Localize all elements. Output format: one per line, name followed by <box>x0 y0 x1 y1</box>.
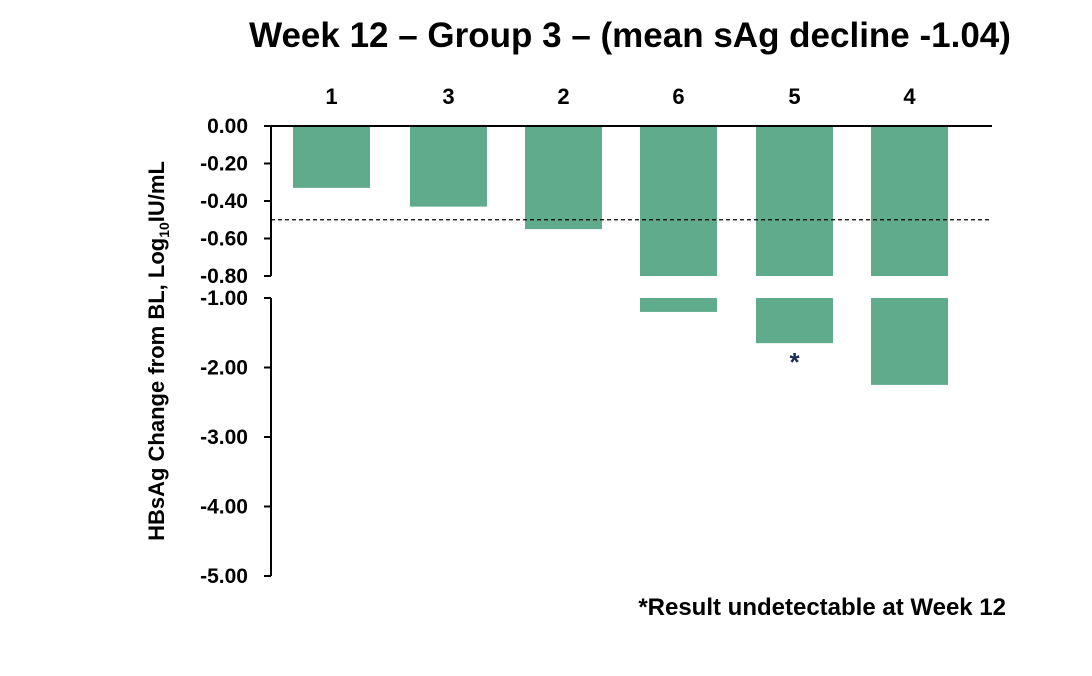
bar-2 <box>525 126 602 230</box>
annotation-asterisk: * <box>789 347 800 377</box>
y-tick-label: -0.40 <box>200 190 248 213</box>
y-tick-label: 0.00 <box>207 115 248 138</box>
y-tick-label: -0.20 <box>200 153 248 176</box>
bar-5-lower <box>756 298 833 344</box>
chart-title: Week 12 – Group 3 – (mean sAg decline -1… <box>249 16 1011 55</box>
y-tick-label: -4.00 <box>200 496 248 519</box>
bar-5-upper <box>756 126 833 276</box>
category-label-5: 5 <box>788 84 800 109</box>
bar-4-upper <box>871 126 948 276</box>
bar-6-lower <box>640 298 717 312</box>
y-tick-label: -3.00 <box>200 426 248 449</box>
bar-6-upper <box>640 126 717 276</box>
y-tick-label: -0.80 <box>200 265 248 288</box>
category-label-2: 2 <box>557 84 569 109</box>
footnote: *Result undetectable at Week 12 <box>638 594 1006 621</box>
category-label-4: 4 <box>903 84 916 109</box>
bar-4-lower <box>871 298 948 385</box>
y-tick-label: -2.00 <box>200 357 248 380</box>
category-label-6: 6 <box>672 84 684 109</box>
category-label-1: 1 <box>325 84 337 109</box>
bar-1 <box>293 126 370 188</box>
category-label-3: 3 <box>442 84 454 109</box>
y-tick-label: -5.00 <box>200 565 248 588</box>
bar-3 <box>410 126 487 207</box>
y-tick-label: -1.00 <box>200 287 248 310</box>
y-tick-label: -0.60 <box>200 228 248 251</box>
